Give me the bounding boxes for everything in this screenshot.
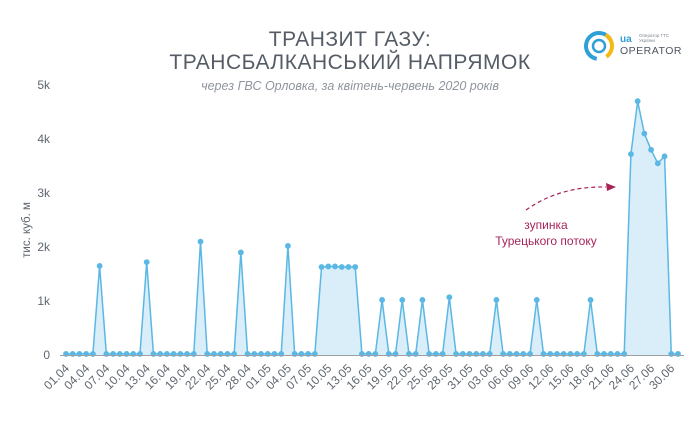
series-line bbox=[66, 100, 678, 355]
y-axis-ticks: 0 1k 2k 3k 4k 5k bbox=[37, 78, 51, 362]
data-point bbox=[325, 263, 332, 270]
data-point bbox=[493, 297, 500, 303]
series-area bbox=[66, 101, 678, 355]
data-point bbox=[338, 264, 345, 270]
chart-title-line1: ТРАНЗИТ ГАЗУ: bbox=[268, 28, 432, 51]
data-point bbox=[419, 297, 426, 303]
data-point bbox=[318, 264, 325, 270]
data-point bbox=[399, 297, 406, 303]
data-point bbox=[285, 243, 291, 249]
y-tick-label: 5k bbox=[37, 78, 51, 92]
data-point bbox=[533, 297, 540, 303]
data-point bbox=[197, 238, 204, 245]
y-tick-label: 0 bbox=[43, 348, 50, 362]
data-point bbox=[446, 294, 453, 301]
y-tick-label: 2k bbox=[37, 240, 51, 254]
logo-mark: ua bbox=[620, 34, 632, 45]
data-point bbox=[352, 264, 359, 270]
data-point bbox=[648, 146, 654, 153]
data-point bbox=[628, 151, 634, 158]
data-point bbox=[634, 98, 641, 105]
data-point bbox=[143, 259, 150, 266]
gas-tso-ring-logo-icon bbox=[584, 31, 614, 61]
data-point bbox=[237, 249, 244, 256]
x-axis-ticks: 01.0404.0407.0410.0413.0416.0419.0422.04… bbox=[41, 361, 678, 392]
data-point bbox=[379, 297, 385, 303]
data-point bbox=[332, 263, 338, 270]
y-tick-label: 3k bbox=[37, 186, 51, 200]
chart-subtitle: через ГВС Орловка, за квітень-червень 20… bbox=[201, 79, 499, 93]
data-point bbox=[641, 130, 648, 137]
data-point bbox=[661, 153, 668, 160]
annotation-arrowhead bbox=[606, 183, 616, 191]
annotation-line2: Турецького потоку bbox=[495, 234, 597, 248]
logo-small-text: Оператор ГТС України bbox=[639, 33, 670, 43]
data-point bbox=[96, 263, 103, 269]
annotation-arrow bbox=[525, 186, 607, 211]
y-axis-label: тис. куб. м bbox=[21, 202, 33, 258]
data-point bbox=[587, 297, 594, 303]
logo-name: OPERATOR bbox=[620, 45, 682, 57]
annotation-line1: зупинка bbox=[524, 218, 568, 232]
data-point bbox=[654, 160, 661, 167]
operator-logo: ua Оператор ГТС України OPERATOR bbox=[582, 28, 686, 64]
chart-title-line2: ТРАНСБАЛКАНСЬКИЙ НАПРЯМОК bbox=[169, 51, 531, 74]
data-point bbox=[345, 264, 352, 270]
y-tick-label: 1k bbox=[37, 294, 51, 308]
y-tick-label: 4k bbox=[37, 132, 51, 146]
